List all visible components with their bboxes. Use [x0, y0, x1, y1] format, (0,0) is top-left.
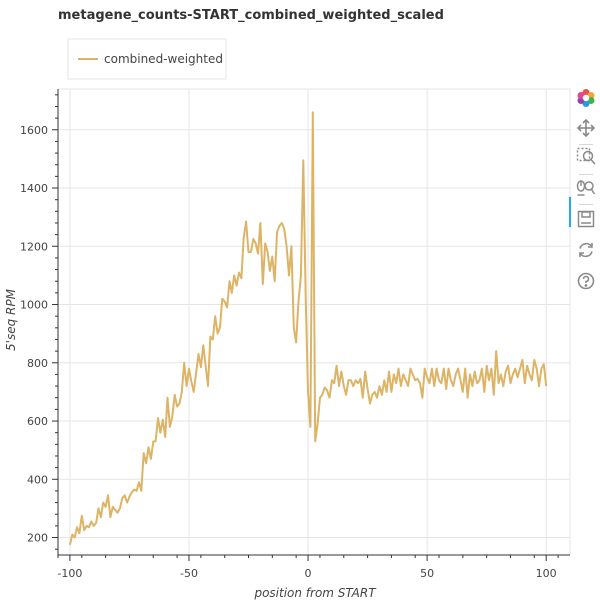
- y-axis-label: 5'seq RPM: [4, 288, 18, 351]
- toolbar-separator: [579, 204, 593, 205]
- y-tick-label: 400: [27, 473, 48, 486]
- x-axis-label: position from START: [253, 586, 377, 600]
- help-tool-icon[interactable]: [576, 271, 596, 291]
- legend-layer: combined-weighted: [67, 38, 227, 80]
- legend-label: combined-weighted: [104, 52, 223, 66]
- x-tick-label: -100: [57, 567, 82, 580]
- x-tick-label: 100: [536, 567, 557, 580]
- save-tool-icon[interactable]: [576, 209, 596, 229]
- y-tick-label: 1200: [20, 240, 48, 253]
- chart-title: metagene_counts-START_combined_weighted_…: [58, 8, 444, 23]
- x-tick-label: 0: [305, 567, 312, 580]
- box-zoom-tool-icon[interactable]: [576, 147, 596, 167]
- reset-tool-icon[interactable]: [576, 240, 596, 260]
- series-layer: [68, 111, 548, 546]
- x-tick-label: -50: [180, 567, 198, 580]
- pan-tool-icon[interactable]: [576, 118, 596, 138]
- bokeh-logo-icon: [576, 88, 596, 108]
- y-tick-label: 1000: [20, 299, 48, 312]
- series-line-combined-weighted: [68, 111, 548, 546]
- wheel-zoom-tool-icon[interactable]: [576, 178, 596, 198]
- y-tick-label: 1400: [20, 182, 48, 195]
- y-tick-label: 800: [27, 357, 48, 370]
- y-tick-label: 200: [27, 532, 48, 545]
- axes-layer: -100 -50 0 50 100 200 400 600 800 1000 1200 1400 160…: [20, 89, 570, 580]
- toolbar-separator: [579, 174, 593, 175]
- x-tick-label: 50: [420, 567, 434, 580]
- y-tick-label: 1600: [20, 124, 48, 137]
- active-tool-indicator: [569, 197, 571, 227]
- y-tick-label: 600: [27, 415, 48, 428]
- toolbar-separator: [579, 144, 593, 145]
